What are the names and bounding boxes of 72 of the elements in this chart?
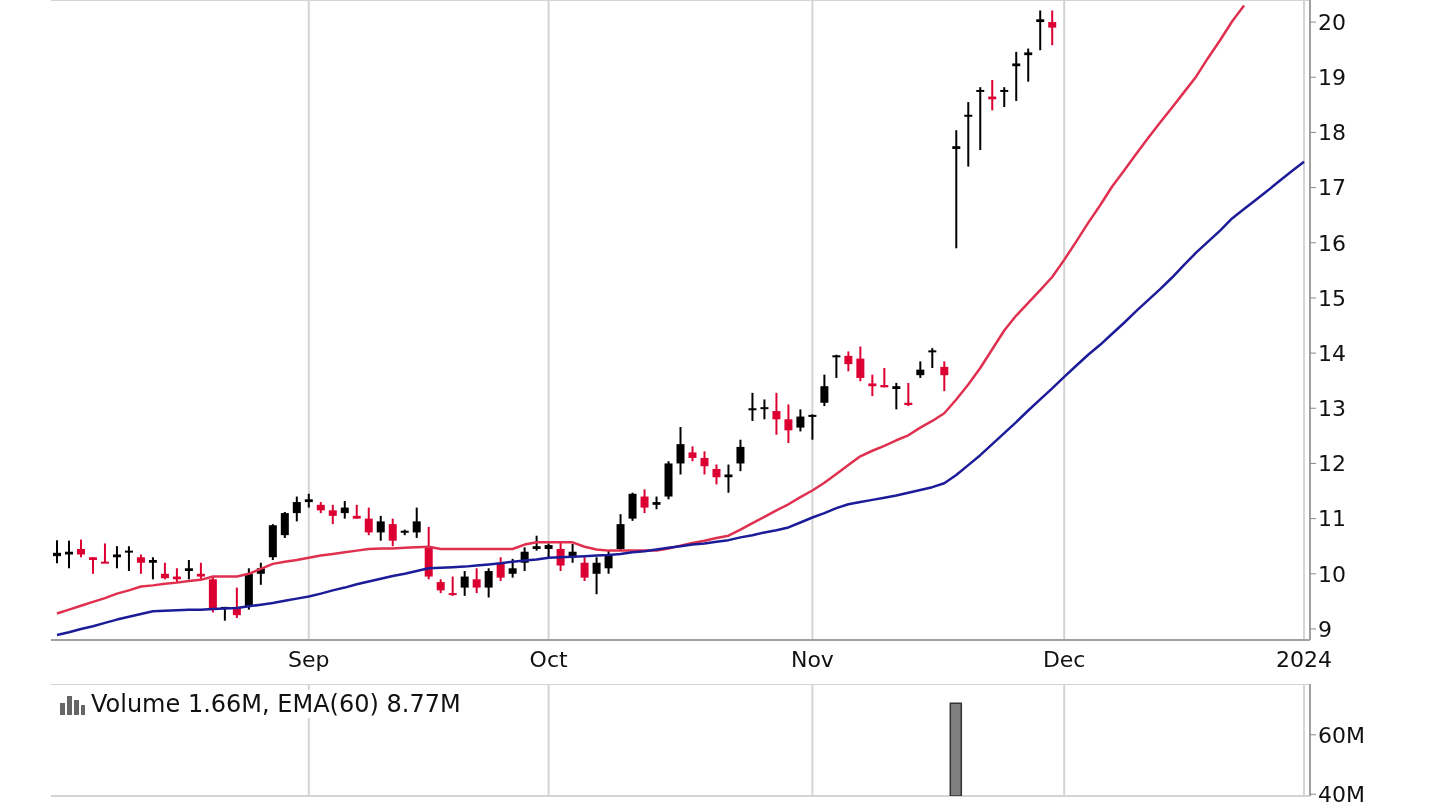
candlestick [1036, 9, 1045, 52]
candlestick [388, 517, 397, 548]
candlestick [100, 542, 109, 564]
candlestick [640, 488, 649, 515]
candlestick [748, 391, 757, 422]
candlestick [1012, 50, 1021, 102]
candlestick [148, 556, 157, 581]
y-tick-label: 9 [1318, 616, 1332, 642]
candlestick [136, 553, 145, 575]
y-tick-label: 11 [1318, 506, 1346, 532]
candlestick [472, 567, 481, 595]
candlestick [1048, 9, 1057, 47]
candlestick [856, 345, 865, 383]
candlestick [892, 381, 901, 411]
x-tick-label: Nov [789, 647, 835, 673]
x-tick-label: 2024 [1275, 647, 1333, 673]
line-series [55, 4, 1246, 615]
candlestick [496, 556, 505, 582]
y-tick-label: 60M [1318, 722, 1365, 748]
y-tick-label: 13 [1318, 396, 1346, 422]
candlestick [448, 575, 457, 597]
candlestick [784, 403, 793, 445]
candlestick [940, 360, 949, 393]
candlestick [700, 450, 709, 476]
candlestick [820, 373, 829, 408]
y-tick-label: 12 [1318, 451, 1346, 477]
candlestick [712, 463, 721, 486]
candlestick [460, 570, 469, 597]
chart-title: Volume 1.66M, EMA(60) 8.77M [91, 690, 461, 718]
candlestick [328, 503, 337, 526]
candlestick [844, 350, 853, 373]
candlestick [676, 426, 685, 476]
line-series [55, 160, 1306, 637]
candlestick [760, 398, 769, 421]
candlestick [724, 463, 733, 494]
y-tick-label: 15 [1318, 285, 1346, 311]
candlestick [832, 353, 841, 379]
candlestick [952, 129, 961, 250]
candlestick [964, 101, 973, 168]
y-tick-label: 20 [1318, 9, 1346, 35]
candlestick [280, 511, 289, 539]
candlestick [412, 506, 421, 539]
y-tick-label: 19 [1318, 65, 1346, 91]
candlestick [112, 545, 121, 570]
y-tick-label: 17 [1318, 175, 1346, 201]
candlestick [736, 438, 745, 473]
y-tick-label: 10 [1318, 561, 1346, 587]
candlestick [796, 408, 805, 433]
candlestick [1000, 86, 1009, 109]
candlestick [376, 514, 385, 542]
candlestick [808, 413, 817, 441]
candlestick [53, 539, 61, 565]
candlestick [364, 506, 373, 537]
x-tick-label: Oct [528, 647, 569, 673]
candlestick [508, 557, 517, 579]
y-tick-label: 14 [1318, 340, 1346, 366]
candlestick [292, 495, 301, 523]
y-tick-label: 18 [1318, 120, 1346, 146]
candlestick [928, 347, 937, 369]
candlestick [976, 86, 985, 152]
candlestick [580, 556, 589, 582]
candlestick [484, 567, 493, 599]
candlestick [592, 556, 601, 596]
y-tick-label: 16 [1318, 230, 1346, 256]
candlestick [868, 373, 877, 398]
x-tick-label: Sep [287, 647, 331, 673]
y-tick-label: 40M [1318, 782, 1365, 808]
candlestick [124, 545, 133, 573]
candlestick [772, 391, 781, 436]
x-tick-label: Dec [1041, 647, 1087, 673]
candlestick [184, 559, 193, 581]
candlestick [1024, 47, 1033, 83]
